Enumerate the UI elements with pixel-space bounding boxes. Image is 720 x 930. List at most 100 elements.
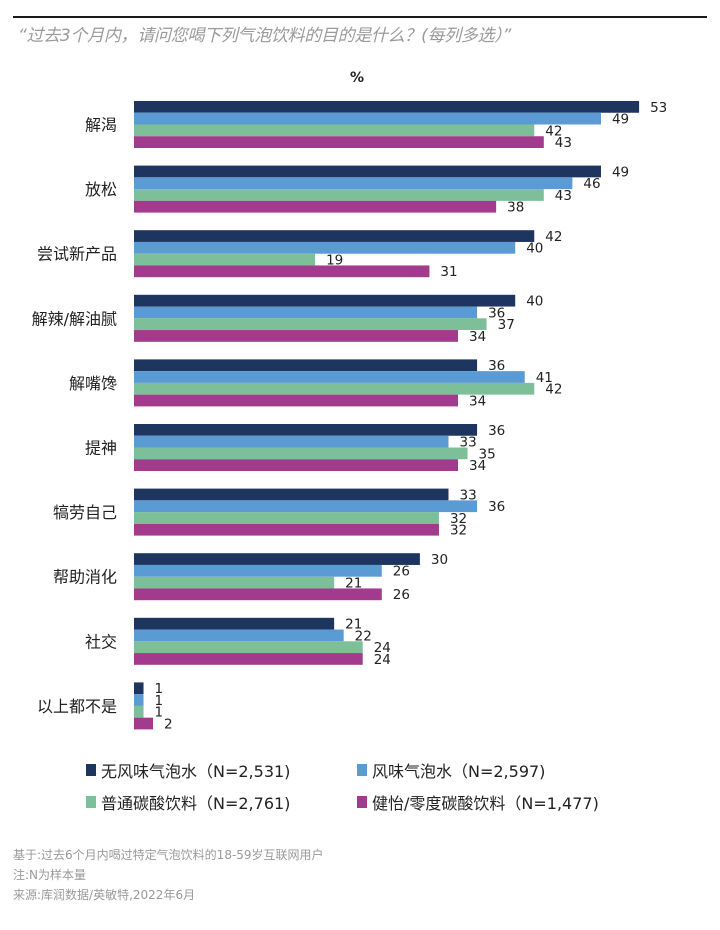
legend-swatch-1 [357,764,367,776]
value-label: 36 [488,305,505,321]
bar [134,588,382,601]
value-label: 36 [488,358,505,374]
value-label: 34 [469,458,486,474]
category-group: 放松 49 46 43 38 [85,164,629,215]
value-label: 38 [507,200,524,216]
value-label: 35 [479,446,496,462]
note-sample: 注:N为样本量 [13,868,87,882]
value-label: 30 [431,552,448,568]
category-label: 放松 [85,180,117,199]
value-label: 42 [545,382,562,398]
unit-label: % [350,70,365,86]
bar [134,318,487,331]
bar [134,717,154,730]
bar [134,330,459,342]
bar [134,101,640,113]
bar [134,200,497,213]
value-label: 19 [326,252,343,268]
value-label: 34 [469,393,486,409]
bar [134,253,316,266]
bar [134,112,601,125]
bar [134,241,516,254]
value-label: 26 [393,564,410,580]
value-label: 43 [555,135,572,151]
bar [134,136,544,148]
value-label: 24 [374,652,391,668]
value-label: 22 [355,628,372,644]
value-label: 46 [583,176,600,192]
value-label: 21 [345,617,362,633]
footnotes: 基于:过去6个月内喝过特定气泡饮料的18-59岁互联网用户 注:N为样本量 来源… [13,845,324,905]
value-label: 26 [393,587,410,603]
value-label: 21 [345,575,362,591]
category-label: 提神 [85,439,117,458]
bar [134,447,468,460]
value-label: 42 [545,123,562,139]
bar [134,705,144,718]
legend: 无风味气泡水（N=2,531) 风味气泡水（N=2,597) 普通碳酸饮料（N=… [86,758,686,814]
value-label: 36 [488,423,505,439]
legend-label-0: 无风味气泡水（N=2,531) [101,762,291,781]
value-label: 33 [459,487,476,503]
bar [134,294,516,307]
value-label: 49 [612,112,629,128]
value-label: 37 [498,317,515,333]
value-label: 42 [545,229,562,245]
value-label: 32 [450,511,467,527]
bar [134,564,382,577]
legend-swatch-3 [357,796,367,808]
legend-item-1: 风味气泡水（N=2,597) [357,758,545,782]
bar [134,394,459,407]
bar [134,306,478,319]
value-label: 40 [526,294,543,310]
value-label: 24 [374,640,391,656]
value-label: 2 [164,716,173,732]
bar [134,459,459,471]
bar [134,553,420,565]
value-label: 34 [469,329,486,345]
bar [134,177,573,190]
category-label: 尝试新产品 [37,245,117,264]
bar [134,435,449,448]
legend-swatch-2 [86,796,96,808]
bar [134,265,430,278]
category-label: 解嘴馋 [69,374,117,393]
legend-item-0: 无风味气泡水（N=2,531) [86,758,290,782]
bar [134,629,344,642]
bar [134,230,535,242]
value-label: 32 [450,523,467,539]
value-label: 1 [155,681,164,697]
bar-chart: 解渴53494243放松49464338尝试新产品42401931解辣/解油腻4… [32,100,668,733]
bar [134,359,478,372]
category-label: 犒劳自己 [53,503,117,522]
category-label: 解渴 [85,116,117,135]
bar [134,424,478,436]
value-label: 40 [526,241,543,257]
legend-item-2: 普通碳酸饮料（N=2,761) [86,790,290,814]
value-label: 33 [459,435,476,451]
note-base: 基于:过去6个月内喝过特定气泡饮料的18-59岁互联网用户 [13,848,324,862]
bar [134,641,363,654]
bar [134,500,478,513]
legend-swatch-0 [86,764,96,776]
bar [134,512,439,524]
value-label: 1 [155,693,164,709]
bar [134,694,144,706]
chart-title: “过去3个月内，请问您喝下列气泡饮料的目的是什么？(每列多选）” [18,26,511,46]
bar [134,617,335,630]
legend-item-3: 健怡/零度碳酸饮料（N=1,477) [357,790,599,814]
category-label: 帮助消化 [53,568,117,587]
category-label: 社交 [85,632,117,651]
bar [134,523,439,536]
value-label: 53 [650,100,667,116]
bar [134,124,535,137]
bar [134,382,535,395]
bar [134,682,144,695]
bar [134,653,363,665]
note-source: 来源:库润数据/英敏特,2022年6月 [13,888,196,902]
